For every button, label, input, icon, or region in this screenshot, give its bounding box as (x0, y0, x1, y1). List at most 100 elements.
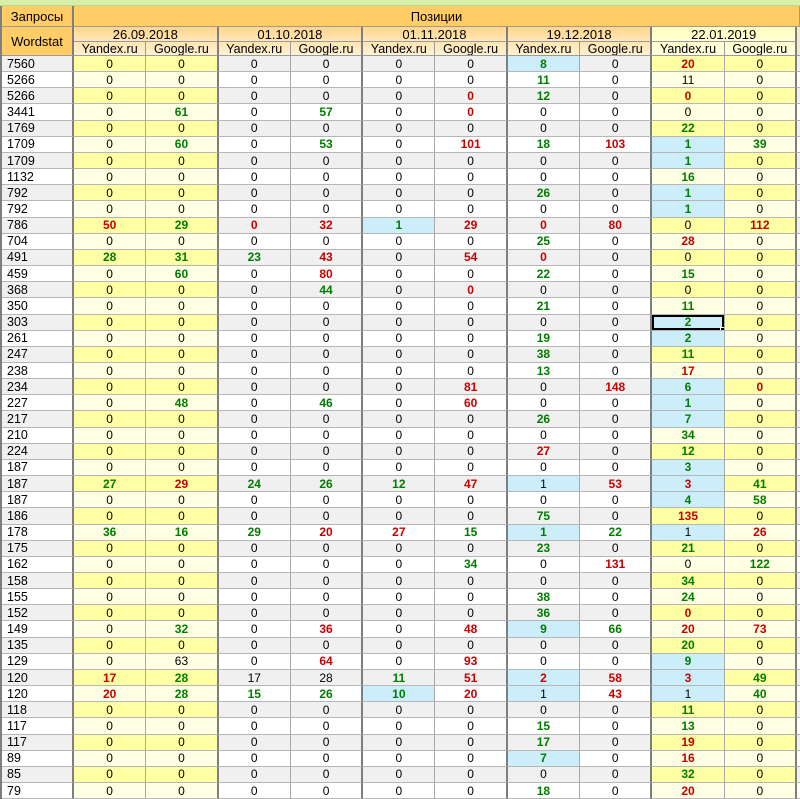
cell[interactable]: 0 (435, 605, 508, 622)
cell[interactable]: 0 (146, 702, 219, 719)
cell[interactable]: 0 (146, 88, 219, 105)
cell[interactable]: 0 (363, 88, 436, 105)
cell[interactable]: 10 (363, 686, 436, 703)
cell[interactable]: 0 (724, 72, 797, 89)
cell[interactable]: 20 (435, 686, 508, 703)
cell[interactable]: 0 (74, 395, 147, 412)
cell[interactable]: 11 (652, 72, 725, 89)
cell[interactable]: 48 (146, 395, 219, 412)
cell[interactable]: 0 (724, 718, 797, 735)
engine-header-google-5[interactable]: Google.ru (724, 42, 797, 56)
cell[interactable]: 0 (218, 718, 291, 735)
cell[interactable]: 0 (218, 783, 291, 799)
cell[interactable]: 0 (363, 508, 436, 525)
cell[interactable]: 27 (74, 476, 147, 493)
cell[interactable]: 20 (74, 686, 147, 703)
cell[interactable]: 0 (218, 346, 291, 363)
cell[interactable]: 0 (146, 718, 219, 735)
cell[interactable]: 0 (580, 298, 653, 315)
cell[interactable]: 7 (507, 750, 581, 767)
wordstat-cell[interactable]: 187 (2, 476, 74, 493)
cell[interactable]: 0 (580, 443, 653, 460)
cell[interactable]: 0 (290, 589, 364, 606)
cell[interactable]: 0 (74, 152, 147, 170)
cell[interactable]: 31 (146, 249, 219, 267)
cell[interactable]: 0 (580, 395, 653, 412)
cell[interactable]: 11 (652, 346, 725, 363)
wordstat-cell[interactable]: 120 (2, 686, 74, 703)
queries-header-cell[interactable]: Запросы (2, 6, 74, 27)
cell[interactable]: 0 (218, 298, 291, 315)
cell[interactable]: 0 (652, 556, 725, 573)
cell[interactable]: 0 (74, 492, 147, 509)
wordstat-cell[interactable]: 117 (2, 718, 74, 735)
cell[interactable]: 0 (218, 72, 291, 89)
cell[interactable]: 26 (290, 686, 364, 703)
cell[interactable]: 22 (652, 120, 725, 137)
cell[interactable]: 0 (74, 298, 147, 315)
cell[interactable]: 0 (218, 459, 291, 477)
cell[interactable]: 1 (652, 524, 725, 541)
cell[interactable]: 0 (724, 104, 797, 121)
cell[interactable]: 0 (363, 201, 436, 218)
cell[interactable]: 36 (507, 605, 581, 622)
cell[interactable]: 0 (435, 152, 508, 170)
cell[interactable]: 0 (580, 104, 653, 121)
cell[interactable]: 0 (146, 459, 219, 477)
cell[interactable]: 28 (652, 233, 725, 250)
wordstat-cell[interactable]: 786 (2, 217, 74, 234)
cell[interactable]: 0 (580, 72, 653, 89)
wordstat-cell[interactable]: 135 (2, 637, 74, 654)
engine-header-yandex-3[interactable]: Yandex.ru (363, 42, 436, 56)
cell[interactable]: 0 (146, 443, 219, 460)
cell[interactable]: 0 (74, 330, 147, 347)
cell[interactable]: 0 (74, 605, 147, 622)
cell[interactable]: 1 (652, 686, 725, 703)
cell[interactable]: 0 (363, 766, 436, 784)
cell[interactable]: 0 (363, 492, 436, 509)
cell[interactable]: 0 (363, 314, 436, 331)
wordstat-cell[interactable]: 1769 (2, 120, 74, 137)
cell[interactable]: 0 (290, 766, 364, 784)
cell[interactable]: 0 (507, 395, 581, 412)
cell[interactable]: 0 (290, 72, 364, 89)
cell[interactable]: 0 (580, 653, 653, 670)
cell[interactable]: 0 (146, 169, 219, 186)
cell[interactable]: 7 (652, 411, 725, 428)
cell[interactable]: 0 (218, 637, 291, 654)
cell[interactable]: 1 (652, 395, 725, 412)
wordstat-cell[interactable]: 217 (2, 411, 74, 428)
cell[interactable]: 0 (218, 573, 291, 590)
cell[interactable]: 0 (724, 573, 797, 590)
engine-header-google-3[interactable]: Google.ru (435, 42, 508, 56)
cell[interactable]: 1 (652, 136, 725, 153)
cell[interactable]: 0 (218, 282, 291, 299)
cell[interactable]: 0 (218, 750, 291, 767)
cell[interactable]: 0 (580, 314, 653, 331)
cell[interactable]: 148 (580, 379, 653, 396)
cell[interactable]: 0 (507, 152, 581, 170)
cell[interactable]: 0 (74, 443, 147, 460)
cell[interactable]: 0 (74, 427, 147, 444)
cell[interactable]: 0 (218, 217, 291, 234)
cell[interactable]: 0 (146, 427, 219, 444)
cell[interactable]: 0 (218, 314, 291, 331)
cell[interactable]: 0 (724, 249, 797, 267)
cell[interactable]: 0 (218, 201, 291, 218)
cell[interactable]: 0 (290, 637, 364, 654)
cell[interactable]: 0 (218, 508, 291, 525)
cell[interactable]: 0 (724, 185, 797, 202)
cell[interactable]: 0 (580, 233, 653, 250)
cell[interactable]: 20 (652, 56, 725, 73)
wordstat-cell[interactable]: 491 (2, 249, 74, 267)
cell[interactable]: 51 (435, 669, 508, 687)
cell[interactable]: 38 (507, 346, 581, 363)
cell[interactable]: 0 (146, 201, 219, 218)
cell[interactable]: 0 (146, 411, 219, 428)
cell[interactable]: 0 (724, 443, 797, 460)
cell[interactable]: 11 (363, 669, 436, 687)
cell[interactable]: 11 (507, 72, 581, 89)
cell[interactable]: 43 (580, 686, 653, 703)
wordstat-cell[interactable]: 117 (2, 734, 74, 751)
cell[interactable]: 0 (74, 346, 147, 363)
